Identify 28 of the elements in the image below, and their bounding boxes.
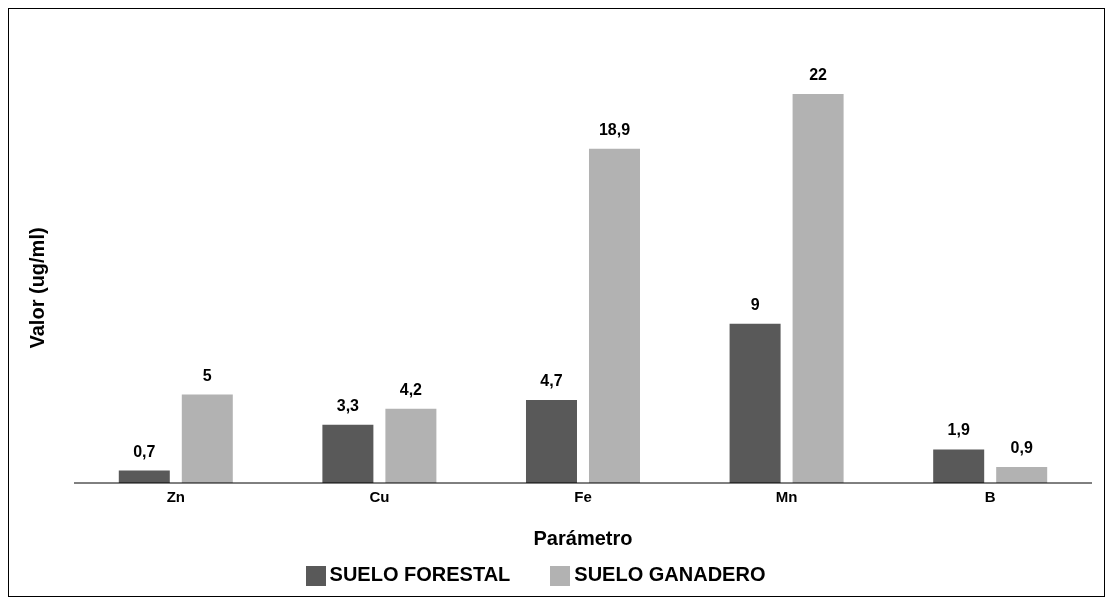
x-tick-label: B — [984, 487, 996, 505]
data-label: 22 — [809, 66, 828, 83]
bar — [588, 148, 640, 483]
bar — [385, 408, 437, 483]
legend-label: SUELO FORESTAL — [329, 563, 511, 585]
data-label: 4,2 — [399, 380, 423, 398]
x-tick-label: Fe — [574, 487, 592, 505]
bar — [933, 449, 985, 483]
data-label: 5 — [202, 366, 212, 384]
legend-label: SUELO GANADERO — [574, 563, 766, 585]
bar — [996, 467, 1048, 483]
data-label: 3,3 — [336, 396, 360, 414]
bar — [181, 394, 233, 483]
x-axis-title: Parámetro — [533, 527, 633, 549]
data-label: 0,7 — [133, 442, 156, 460]
bar — [792, 94, 844, 483]
bar — [525, 399, 577, 483]
y-axis-title: Valor (ug/ml) — [26, 227, 49, 349]
x-tick-label: Cu — [369, 487, 390, 505]
x-tick-label: Mn — [775, 487, 798, 505]
data-label: 0,9 — [1010, 439, 1033, 457]
data-label: 4,7 — [540, 371, 563, 389]
data-label: 9 — [750, 295, 760, 313]
bar — [729, 323, 781, 483]
data-label: 18,9 — [598, 120, 631, 138]
bar — [322, 424, 374, 483]
x-tick-label: Zn — [166, 487, 185, 505]
data-label: 1,9 — [947, 421, 970, 439]
